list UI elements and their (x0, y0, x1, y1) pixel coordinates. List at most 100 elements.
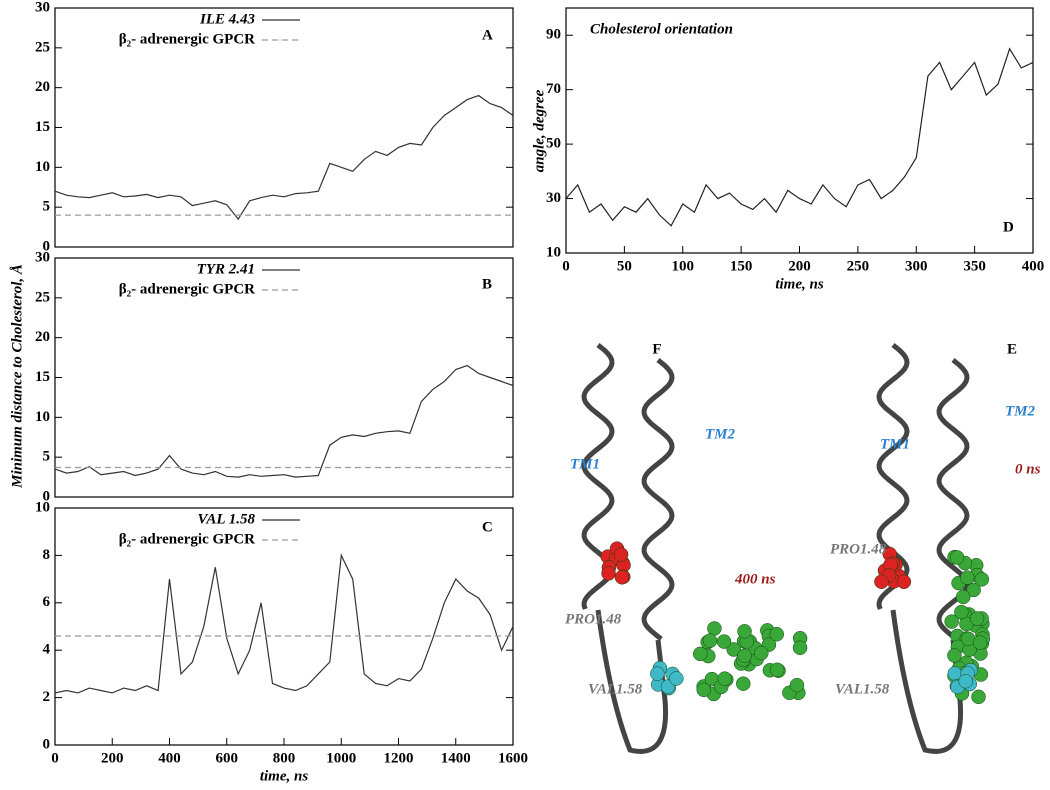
atom (966, 582, 981, 598)
atom (944, 614, 959, 629)
y-tick-label: 2 (43, 689, 51, 705)
panel-letter: F (652, 341, 661, 357)
helix-label: TM2 (1005, 403, 1036, 419)
y-tick-label: 10 (35, 499, 50, 515)
atom (737, 624, 752, 639)
helix (876, 343, 910, 610)
atom (769, 662, 785, 678)
y-tick-label: 90 (546, 27, 561, 43)
atom (955, 589, 971, 605)
y-tick-label: 0 (43, 736, 51, 752)
helix-label: TM2 (705, 426, 736, 442)
time-label: 400 ns (734, 571, 776, 587)
y-tick-label: 10 (35, 409, 50, 425)
y-tick-label: 30 (35, 0, 50, 15)
x-tick-label: 200 (101, 750, 124, 766)
y-tick-label: 30 (546, 190, 561, 206)
y-tick-label: 30 (35, 249, 50, 265)
atom (971, 689, 986, 705)
atom (737, 648, 752, 664)
data-line (54, 364, 514, 478)
panel-letter: D (1003, 219, 1014, 235)
loop (595, 609, 669, 754)
loop (890, 609, 964, 754)
panel-letter: B (482, 276, 492, 292)
atom (874, 574, 889, 589)
x-tick-label: 300 (905, 258, 928, 274)
atom (717, 671, 732, 686)
atom (972, 635, 988, 650)
x-tick-label: 1400 (441, 750, 471, 766)
atom (958, 673, 973, 689)
atom (769, 626, 784, 642)
atom (754, 645, 769, 661)
atom (954, 604, 969, 620)
legend-label: β₂- adrenergic GPCR (119, 281, 255, 297)
panel-letter: A (482, 27, 493, 43)
y-tick-label: 5 (43, 199, 51, 215)
atom (650, 666, 665, 681)
atom (716, 634, 732, 649)
atom (949, 550, 965, 565)
y-tick-label: 70 (546, 81, 561, 97)
atom (601, 566, 616, 581)
atom (692, 646, 708, 662)
atom (960, 570, 975, 585)
y-tick-label: 15 (35, 119, 50, 135)
atom (974, 572, 990, 587)
data-line (54, 94, 514, 221)
data-line (54, 553, 514, 694)
y-tick-label: 50 (546, 136, 561, 152)
x-axis-label: time, ns (260, 768, 309, 784)
residue-label: VAL1.58 (588, 681, 643, 697)
atom (736, 676, 751, 691)
y-tick-label: 10 (546, 244, 561, 260)
atom (792, 640, 808, 655)
x-tick-label: 400 (1022, 258, 1045, 274)
residue-label: PRO1.48 (830, 541, 887, 557)
y-tick-label: 6 (43, 594, 51, 610)
y-tick-label: 20 (35, 79, 50, 95)
atom (707, 621, 722, 636)
atom (726, 642, 741, 657)
x-tick-label: 800 (273, 750, 296, 766)
x-axis-label: time, ns (775, 276, 824, 292)
y-axis-label: angle, degree (531, 89, 547, 172)
legend-label: β₂- adrenergic GPCR (119, 31, 255, 47)
legend-label: β₂- adrenergic GPCR (119, 531, 255, 547)
x-tick-label: 1000 (326, 750, 356, 766)
chart-title: Cholesterol orientation (590, 21, 733, 37)
helix (641, 358, 675, 641)
x-tick-label: 0 (562, 258, 570, 274)
legend-label: TYR 2.41 (197, 261, 255, 277)
x-tick-label: 400 (158, 750, 181, 766)
atom (947, 648, 962, 663)
data-line (565, 47, 1034, 227)
x-tick-label: 350 (963, 258, 986, 274)
legend-label: VAL 1.58 (197, 511, 255, 527)
y-tick-label: 10 (35, 159, 50, 175)
y-tick-label: 25 (35, 39, 50, 55)
y-tick-label: 8 (43, 547, 51, 563)
x-tick-label: 600 (216, 750, 239, 766)
y-tick-label: 15 (35, 369, 50, 385)
atom (702, 633, 718, 648)
atom (896, 574, 912, 590)
x-tick-label: 0 (51, 750, 59, 766)
panel-letter: E (1007, 341, 1017, 357)
helix-label: TM1 (880, 436, 910, 452)
residue-label: VAL1.58 (835, 681, 890, 697)
atom (613, 547, 629, 562)
atom (614, 570, 630, 585)
x-tick-label: 200 (788, 258, 811, 274)
y-tick-label: 20 (35, 329, 50, 345)
atom (789, 677, 805, 693)
time-label: 0 ns (1015, 461, 1041, 477)
plot-frame (565, 7, 1034, 254)
residue-label: PRO1.48 (565, 611, 622, 627)
y-tick-label: 0 (43, 238, 51, 254)
y-tick-label: 25 (35, 289, 50, 305)
x-tick-label: 150 (730, 258, 753, 274)
shared-y-label: Minimum distance to Cholesterol, Å (9, 264, 25, 489)
